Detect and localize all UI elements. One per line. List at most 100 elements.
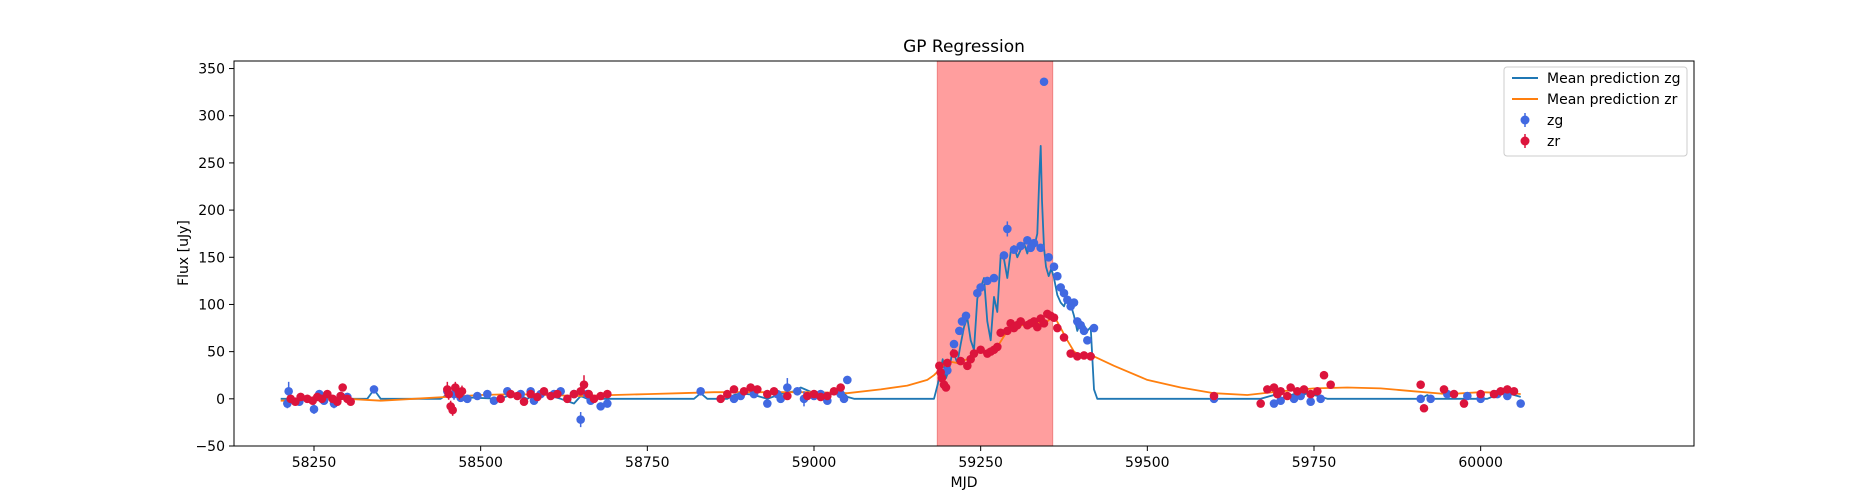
data-point-zg <box>463 394 472 404</box>
highlight-region-layer <box>936 60 1054 447</box>
data-point-zg <box>596 402 605 411</box>
data-point-zr <box>1283 391 1292 401</box>
data-point-zr <box>1476 389 1485 399</box>
data-point-zg <box>1416 394 1425 404</box>
legend-zg-marker <box>1520 115 1530 125</box>
data-point-zr <box>603 389 612 399</box>
legend-label-zg-line: Mean prediction zg <box>1547 71 1681 87</box>
data-point-zr <box>996 328 1005 338</box>
data-point-zr <box>444 389 453 399</box>
data-point-zg <box>1044 252 1053 262</box>
data-point-zg <box>1089 323 1099 333</box>
data-point-zr <box>949 349 959 358</box>
data-point-zg <box>976 283 985 292</box>
x-tick-label: 58250 <box>292 455 337 471</box>
data-point-zg <box>1083 336 1092 345</box>
data-point-zg <box>1289 394 1299 404</box>
data-point-zg <box>1316 394 1325 404</box>
plot-frame <box>233 60 1695 447</box>
data-point-zg <box>843 375 852 385</box>
data-point-zr <box>1459 399 1469 408</box>
x-tick-label: 59750 <box>1292 455 1337 471</box>
y-tick-label: −50 <box>195 439 225 455</box>
series-zr-points <box>286 309 1519 416</box>
legend-label-zg: zg <box>1547 113 1563 129</box>
data-point-zr <box>1269 383 1279 392</box>
data-point-zr <box>976 345 985 355</box>
data-point-zr <box>1326 380 1335 389</box>
data-point-zr <box>1496 386 1505 396</box>
data-point-zr <box>1286 383 1295 392</box>
y-tick-label: 0 <box>216 392 225 408</box>
data-point-zr <box>553 389 562 399</box>
data-point-zg <box>1003 224 1012 234</box>
data-point-zg <box>983 276 992 286</box>
data-point-zr <box>1489 389 1499 399</box>
data-point-zr <box>563 394 572 404</box>
data-point-zg <box>483 389 492 399</box>
data-point-zr <box>1416 380 1425 389</box>
data-point-zg <box>1306 397 1315 406</box>
data-point-zg <box>576 415 585 424</box>
legend-box <box>1503 66 1688 157</box>
data-point-zr <box>1086 352 1095 361</box>
data-point-zg <box>1049 262 1059 272</box>
data-point-zg <box>1069 298 1079 307</box>
data-point-zg <box>776 394 785 404</box>
data-point-zr <box>533 392 542 402</box>
data-point-zr <box>1066 349 1075 358</box>
data-point-zr <box>935 361 944 371</box>
data-point-zr <box>943 358 952 368</box>
data-point-zr <box>336 391 345 401</box>
data-point-zr <box>569 389 579 399</box>
data-point-zr <box>746 383 755 392</box>
data-point-zr <box>816 392 825 402</box>
data-point-zr <box>993 342 1002 352</box>
data-point-zr <box>956 356 965 366</box>
x-tick-label: 60000 <box>1458 455 1503 471</box>
data-point-zr <box>1053 323 1062 333</box>
highlight-region <box>936 60 1054 447</box>
data-point-zr <box>769 386 779 396</box>
data-point-zr <box>1439 385 1449 394</box>
legend-label-zr: zr <box>1547 134 1560 150</box>
x-axis-label: MJD <box>951 475 978 491</box>
data-point-zg <box>955 326 964 336</box>
data-point-zr <box>963 361 972 371</box>
legend: Mean prediction zg Mean prediction zr zg… <box>1503 66 1688 157</box>
data-point-zg <box>1029 238 1039 248</box>
data-point-zg <box>949 339 959 349</box>
data-point-zr <box>338 383 347 392</box>
data-point-zg <box>1053 271 1062 281</box>
data-point-zr <box>1059 333 1069 342</box>
data-point-zg <box>1503 391 1512 401</box>
data-point-zr <box>1293 386 1302 396</box>
data-point-zr <box>1016 317 1025 326</box>
data-point-zg <box>961 311 971 321</box>
x-tick-label: 58750 <box>625 455 670 471</box>
data-point-zg <box>473 391 482 401</box>
data-point-zr <box>937 373 947 383</box>
data-point-zr <box>1313 386 1322 396</box>
data-point-zg <box>1463 391 1472 401</box>
data-point-zg <box>763 399 772 408</box>
data-point-zg <box>1276 396 1285 406</box>
data-point-zr <box>1503 385 1512 394</box>
data-point-zr <box>809 389 819 399</box>
data-point-zg <box>943 366 952 375</box>
data-point-zr <box>1039 319 1049 328</box>
y-tick-label: 150 <box>198 250 225 266</box>
data-point-zr <box>783 391 792 401</box>
data-point-zg <box>999 251 1009 260</box>
data-point-zg <box>793 386 802 396</box>
data-point-zr <box>596 391 605 401</box>
data-point-zg <box>369 385 379 394</box>
y-tick-label: 350 <box>198 62 225 78</box>
data-point-zg <box>989 273 999 283</box>
legend-label-zr-line: Mean prediction zr <box>1547 92 1678 108</box>
data-point-zr <box>829 386 839 396</box>
data-point-zg <box>1016 241 1025 251</box>
data-point-zr <box>579 380 589 389</box>
data-point-zg <box>309 404 319 414</box>
